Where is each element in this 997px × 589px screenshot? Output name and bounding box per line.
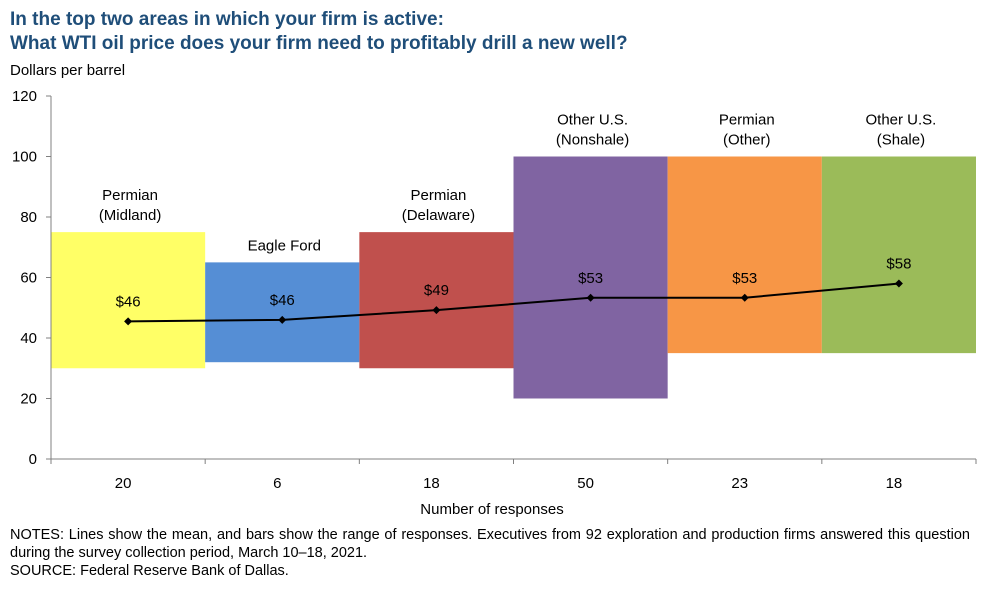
x-tick-label-2: 6 xyxy=(273,475,281,492)
mean-line xyxy=(128,282,900,323)
mean-marker-4 xyxy=(586,293,595,302)
category-label-3: Permian (Delaware) xyxy=(402,187,475,224)
y-tick-label: 80 xyxy=(20,209,37,226)
mean-marker-3 xyxy=(432,306,441,315)
x-tick-label-1: 20 xyxy=(115,475,132,492)
y-axis-unit-label: Dollars per barrel xyxy=(10,62,126,79)
y-tick-label: 20 xyxy=(20,391,37,408)
y-tick-label: 120 xyxy=(12,88,37,105)
category-label-6: Other U.S. (Shale) xyxy=(865,112,936,149)
mean-label-4: $53 xyxy=(578,270,603,287)
mean-label-3: $49 xyxy=(424,282,449,299)
category-label-1: Permian (Midland) xyxy=(99,187,162,224)
mean-label-2: $46 xyxy=(270,292,295,309)
range-bar-1 xyxy=(51,232,206,369)
category-label-line: Other U.S. xyxy=(557,112,628,129)
y-tick-label: 100 xyxy=(12,149,37,166)
category-label-line: Permian xyxy=(102,187,158,204)
chart-title-line-1: In the top two areas in which your firm … xyxy=(10,9,444,30)
range-bar-2 xyxy=(205,262,360,363)
y-tick-label: 60 xyxy=(20,270,37,287)
y-tick-label: 0 xyxy=(29,451,37,468)
category-label-line: (Other) xyxy=(723,132,771,149)
mean-label-6: $58 xyxy=(886,256,911,273)
x-tick-label-4: 50 xyxy=(577,475,594,492)
mean-label-5: $53 xyxy=(732,270,757,287)
category-label-line: Permian xyxy=(719,112,775,129)
x-tick-label-5: 23 xyxy=(731,475,748,492)
category-label-4: Other U.S. (Nonshale) xyxy=(556,112,629,149)
category-label-line: (Delaware) xyxy=(402,207,475,224)
range-bar-chart: 0 20 40 60 80 100 120 20 6 18 50 23 18 Number of resp… xyxy=(12,88,977,518)
category-label-line: (Nonshale) xyxy=(556,132,629,149)
category-label-line: Permian xyxy=(410,187,466,204)
mean-marker-1 xyxy=(124,317,133,326)
chart-title-line-2: What WTI oil price does your firm need t… xyxy=(10,33,628,54)
notes-text: NOTES: Lines show the mean, and bars sho… xyxy=(10,527,970,561)
mean-marker-5 xyxy=(740,293,749,302)
category-label-line: Other U.S. xyxy=(865,112,936,129)
chart-notes: NOTES: Lines show the mean, and bars sho… xyxy=(10,526,970,580)
x-tick-label-6: 18 xyxy=(886,475,903,492)
mean-marker-2 xyxy=(278,315,287,324)
category-label-line: (Shale) xyxy=(877,132,925,149)
range-bar-5 xyxy=(667,156,822,354)
category-label-5: Permian (Other) xyxy=(719,112,775,149)
category-label-line: Eagle Ford xyxy=(248,237,321,254)
category-label-line: (Midland) xyxy=(99,207,162,224)
mean-label-1: $46 xyxy=(116,293,141,310)
range-bar-4 xyxy=(513,156,668,399)
x-axis-title: Number of responses xyxy=(420,501,563,518)
mean-marker-6 xyxy=(894,279,903,288)
chart-title: In the top two areas in which your firm … xyxy=(10,8,628,56)
y-tick-label: 40 xyxy=(20,330,37,347)
x-tick-label-3: 18 xyxy=(423,475,440,492)
category-label-2: Eagle Ford xyxy=(248,237,321,254)
source-text: SOURCE: Federal Reserve Bank of Dallas. xyxy=(10,563,289,579)
range-bar-3 xyxy=(359,232,514,369)
range-bar-6 xyxy=(821,156,976,354)
